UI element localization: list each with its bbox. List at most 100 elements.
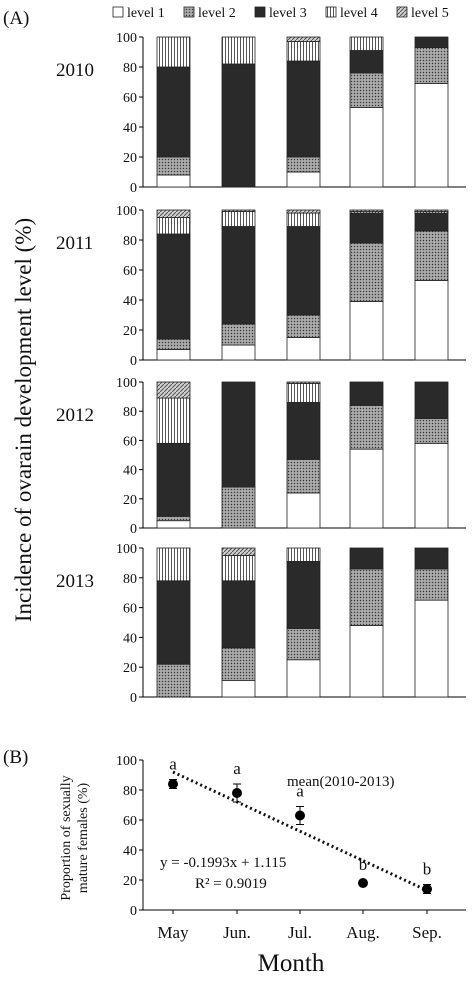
bar-jul-level-1 <box>286 337 321 361</box>
legend-swatch-level-5 <box>396 6 408 18</box>
bar-aug-level-2 <box>349 242 384 302</box>
y-tick-label: 40 <box>123 464 137 479</box>
data-point-may <box>168 779 178 789</box>
bar-aug-level-3 <box>349 50 384 74</box>
y-tick-label: 60 <box>123 264 137 279</box>
bar-sep-level-1 <box>414 83 449 188</box>
bar-may-level-1 <box>156 520 191 529</box>
y-tick-label: 20 <box>123 324 137 339</box>
bar-may-level-1 <box>156 349 191 361</box>
significance-letter: a <box>296 782 304 801</box>
bar-jul-level-1 <box>286 659 321 698</box>
regression-equation: y = -0.1993x + 1.115 <box>160 855 286 871</box>
bar-sep-level-2 <box>414 418 449 444</box>
y-tick-label: 60 <box>123 91 137 106</box>
bar-jul-level-1 <box>286 492 321 529</box>
panel-b-x-axis-label: Month <box>258 950 325 977</box>
bar-aug-level-2 <box>349 404 384 450</box>
bar-jun-level-5 <box>221 547 256 556</box>
bar-jun-level-1 <box>221 680 256 698</box>
year-label: 2011 <box>56 233 93 254</box>
bar-jun-level-3 <box>221 63 256 188</box>
bar-jul-level-3 <box>286 402 321 460</box>
bar-sep-level-3 <box>414 212 449 232</box>
legend-label-level-3: level 3 <box>269 6 307 21</box>
x-tick-label: Jul. <box>288 923 312 942</box>
y-tick-label: 0 <box>130 904 137 919</box>
bar-jul-level-5 <box>286 381 321 384</box>
bar-may-level-5 <box>156 209 191 218</box>
significance-letter: b <box>423 860 432 879</box>
y-tick-label: 60 <box>123 602 137 617</box>
bar-may-level-4 <box>156 36 191 68</box>
x-tick-label: Jun. <box>223 923 251 942</box>
bar-may-level-3 <box>156 580 191 665</box>
bar-jun-level-2 <box>221 647 256 682</box>
subplot-2010: 0 20 40 60 80 100 2010 <box>56 31 466 196</box>
bar-jun-level-4 <box>221 36 256 65</box>
y-tick-label: 80 <box>123 234 137 249</box>
bar-jul-level-2 <box>286 314 321 338</box>
year-label: 2013 <box>56 571 94 592</box>
bar-sep-level-1 <box>414 599 449 698</box>
bar-aug-level-2 <box>349 72 384 108</box>
bar-jul-level-2 <box>286 628 321 661</box>
bar-may-level-4 <box>156 217 191 235</box>
bar-sep-level-5 <box>414 209 449 212</box>
legend-label-level-2: level 2 <box>198 6 236 21</box>
bar-aug-level-1 <box>349 625 384 698</box>
legend-swatch-level-4 <box>325 6 337 18</box>
y-tick-label: 20 <box>123 493 137 508</box>
y-tick-label: 100 <box>116 376 137 391</box>
bar-may-level-2 <box>156 515 191 522</box>
bar-jul-level-3 <box>286 226 321 316</box>
bar-jul-level-3 <box>286 561 321 629</box>
y-tick-label: 40 <box>123 121 137 136</box>
bar-may-level-3 <box>156 66 191 158</box>
y-tick-label: 40 <box>123 294 137 309</box>
significance-letter: a <box>169 755 177 774</box>
bar-aug-level-2 <box>349 568 384 626</box>
bar-sep-level-1 <box>414 280 449 361</box>
bar-aug-level-1 <box>349 301 384 361</box>
bar-jul-level-5 <box>286 36 321 42</box>
bar-aug-level-4 <box>349 36 384 51</box>
panel-a-chart: 0204060801002010020406080100201102040608… <box>56 31 466 706</box>
data-point-sep <box>422 884 432 894</box>
bar-jun-level-3 <box>221 226 256 325</box>
bar-jul-level-2 <box>286 458 321 494</box>
x-tick-label: Aug. <box>346 923 380 942</box>
bar-aug-level-3 <box>349 212 384 244</box>
panel-b-title: mean(2010-2013) <box>287 774 394 790</box>
y-tick-label: 0 <box>130 522 137 537</box>
bar-aug-level-1 <box>349 448 384 529</box>
bar-sep-level-2 <box>414 568 449 601</box>
y-tick-label: 100 <box>116 204 137 219</box>
y-tick-label: 100 <box>116 542 137 557</box>
y-tick-label: 80 <box>123 405 137 420</box>
panel-b-chart: 0 20 40 60 80 100 May Jun. Jul. Aug. Sep. Proportio… <box>59 754 466 942</box>
legend-swatch-level-3 <box>254 6 266 18</box>
y-tick-label: 100 <box>116 754 137 769</box>
bar-jun-level-3 <box>221 381 256 488</box>
y-tick-label: 20 <box>123 874 137 889</box>
significance-letter: b <box>359 855 368 874</box>
legend-label-level-1: level 1 <box>127 6 165 21</box>
panel-b-y-axis-label: Proportion of sexually mature females (%) <box>59 775 91 900</box>
bar-jun-level-5 <box>221 209 256 212</box>
year-label: 2012 <box>56 405 94 426</box>
bar-jul-level-2 <box>286 156 321 173</box>
bar-may-level-2 <box>156 338 191 350</box>
bar-may-level-2 <box>156 663 191 698</box>
bar-jun-level-1 <box>221 344 256 361</box>
bar-may-level-2 <box>156 156 191 176</box>
legend-swatch-level-1 <box>112 6 124 18</box>
y-tick-label: 100 <box>116 31 137 46</box>
bar-may-level-5 <box>156 381 191 399</box>
bar-jun-level-4 <box>221 211 256 227</box>
data-point-jun <box>232 788 242 798</box>
bar-jun-level-2 <box>221 486 256 529</box>
subplot-2013: 0 20 40 60 80 100 2013 <box>56 542 466 706</box>
bar-jul-level-1 <box>286 171 321 188</box>
bar-jul-level-4 <box>286 547 321 562</box>
